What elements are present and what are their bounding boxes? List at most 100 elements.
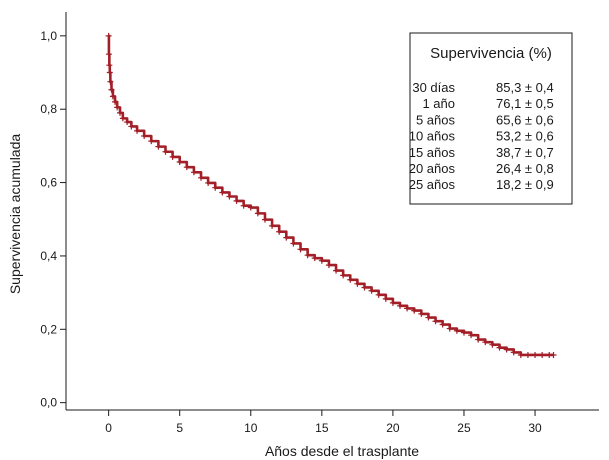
legend-row-period: 5 años xyxy=(416,112,456,127)
censor-mark xyxy=(489,341,496,348)
censor-mark xyxy=(108,86,115,93)
legend-box xyxy=(409,32,573,205)
censor-mark xyxy=(446,325,453,332)
censor-mark xyxy=(468,332,475,339)
censor-mark xyxy=(510,349,517,356)
censor-mark xyxy=(368,287,375,294)
x-tick-label: 20 xyxy=(386,421,400,435)
censor-mark xyxy=(254,210,261,217)
censor-mark xyxy=(247,204,254,211)
censor-mark xyxy=(290,240,297,247)
censor-mark xyxy=(539,351,546,358)
censor-mark xyxy=(482,339,489,346)
censor-mark xyxy=(219,189,226,196)
censor-mark xyxy=(198,174,205,181)
x-tick-label: 0 xyxy=(105,421,112,435)
censor-mark xyxy=(107,78,114,85)
legend-row-value: 76,1 ± 0,5 xyxy=(496,96,554,111)
y-tick-label: 0,4 xyxy=(40,249,57,263)
y-tick-label: 0,8 xyxy=(40,102,57,116)
censor-mark xyxy=(183,164,190,171)
censor-mark xyxy=(105,51,112,58)
censor-mark xyxy=(240,202,247,209)
censor-mark xyxy=(382,295,389,302)
censor-mark xyxy=(496,344,503,351)
legend-row-value: 53,2 ± 0,6 xyxy=(496,129,554,144)
y-tick-label: 0,6 xyxy=(40,176,57,190)
censor-mark xyxy=(333,267,340,274)
censor-mark xyxy=(524,351,531,358)
x-tick-label: 30 xyxy=(528,421,542,435)
censor-mark xyxy=(114,104,121,111)
censor-mark xyxy=(432,318,439,325)
censor-mark xyxy=(503,346,510,353)
censor-mark xyxy=(169,153,176,160)
x-axis-label: Años desde el trasplante xyxy=(265,443,419,459)
legend-row-period: 1 año xyxy=(422,96,455,111)
censor-mark xyxy=(375,291,382,298)
censor-mark xyxy=(117,109,124,116)
censor-mark xyxy=(269,222,276,229)
censor-mark xyxy=(134,127,141,134)
censor-mark xyxy=(128,123,135,130)
censor-mark xyxy=(105,32,112,39)
censor-mark xyxy=(109,93,116,100)
axes-group: 0 5 10 15 20 25 30 0,0 0,2 0,4 0,6 0,8 1,0 xyxy=(40,29,542,435)
legend-row-value: 38,7 ± 0,7 xyxy=(496,145,554,160)
censor-mark xyxy=(106,62,113,69)
legend-row-value: 85,3 ± 0,4 xyxy=(496,80,554,95)
censor-mark xyxy=(205,179,212,186)
censor-mark xyxy=(176,159,183,166)
censor-mark xyxy=(124,119,131,126)
censor-mark xyxy=(354,280,361,287)
censor-mark xyxy=(517,351,524,358)
legend-row-value: 26,4 ± 0,8 xyxy=(496,161,554,176)
censor-mark xyxy=(276,228,283,235)
x-tick-label: 25 xyxy=(457,421,471,435)
censor-mark xyxy=(347,276,354,283)
legend-row-period: 10 años xyxy=(409,129,456,144)
censor-mark xyxy=(155,143,162,150)
legend-title: Supervivencia (%) xyxy=(430,45,552,62)
plot-frame-group xyxy=(65,12,599,411)
censor-mark xyxy=(404,305,411,312)
censor-mark xyxy=(389,299,396,306)
censor-mark xyxy=(532,351,539,358)
x-tick-label: 10 xyxy=(244,421,258,435)
censor-mark xyxy=(340,272,347,279)
censor-mark xyxy=(453,327,460,334)
censor-mark xyxy=(112,98,119,105)
legend-row-period: 30 días xyxy=(412,80,455,95)
censor-mark xyxy=(425,314,432,321)
censor-mark xyxy=(141,132,148,139)
legend: Supervivencia (%) 30 días 85,3 ± 0,4 1 año… xyxy=(409,32,573,205)
censor-mark xyxy=(119,115,126,122)
legend-row-value: 65,6 ± 0,6 xyxy=(496,112,554,127)
censor-mark xyxy=(226,193,233,200)
censor-mark xyxy=(304,252,311,259)
censor-mark xyxy=(397,302,404,309)
censor-mark xyxy=(439,321,446,328)
censor-mark xyxy=(106,69,113,76)
y-tick-label: 1,0 xyxy=(40,29,57,43)
legend-row-period: 20 años xyxy=(409,161,456,176)
legend-row-value: 18,2 ± 0,9 xyxy=(496,177,554,192)
censor-mark xyxy=(318,257,325,264)
x-tick-label: 5 xyxy=(176,421,183,435)
survival-curve-group xyxy=(105,32,557,358)
censor-mark xyxy=(190,169,197,176)
y-axis-label: Supervivencia acumulada xyxy=(7,134,23,295)
censor-mark xyxy=(361,284,368,291)
legend-row-period: 15 años xyxy=(409,145,456,160)
censor-mark xyxy=(418,310,425,317)
x-tick-label: 15 xyxy=(315,421,329,435)
censor-mark xyxy=(297,246,304,253)
censor-mark xyxy=(283,234,290,241)
censor-mark xyxy=(550,351,557,358)
y-tick-label: 0,0 xyxy=(40,396,57,410)
censor-mark xyxy=(460,329,467,336)
legend-row-period: 25 años xyxy=(409,177,456,192)
y-tick-label: 0,2 xyxy=(40,322,57,336)
censor-mark xyxy=(325,262,332,269)
